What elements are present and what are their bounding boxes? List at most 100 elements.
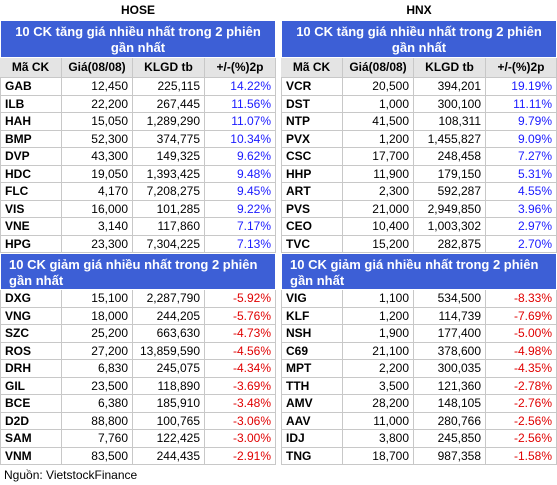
- table-cell: -4.98%: [486, 342, 557, 360]
- table-cell: 4,170: [62, 183, 133, 201]
- table-cell: 14.22%: [205, 78, 276, 96]
- table-cell: 1,003,302: [414, 218, 486, 236]
- table-cell: 1,100: [343, 290, 414, 308]
- table-cell: 10.34%: [205, 130, 276, 148]
- table-cell: -5.76%: [205, 307, 276, 325]
- table-cell: DST: [281, 95, 343, 113]
- table-cell: DRH: [0, 360, 62, 378]
- table-cell: 6,830: [62, 360, 133, 378]
- table-cell: -3.69%: [205, 377, 276, 395]
- table-cell: 101,285: [133, 200, 205, 218]
- table-cell: 300,035: [414, 360, 486, 378]
- table-cell: 378,600: [414, 342, 486, 360]
- table-cell: GAB: [0, 78, 62, 96]
- table-cell: -1.58%: [486, 447, 557, 465]
- table-cell: 179,150: [414, 165, 486, 183]
- column-header: Giá(08/08): [62, 58, 133, 78]
- table-cell: 15,200: [343, 235, 414, 253]
- table-cell: 18,000: [62, 307, 133, 325]
- table-cell: 118,890: [133, 377, 205, 395]
- table-cell: 52,300: [62, 130, 133, 148]
- table-cell: 108,311: [414, 113, 486, 131]
- table-cell: 2.70%: [486, 235, 557, 253]
- market-name: HOSE: [120, 3, 155, 17]
- table-cell: D2D: [0, 412, 62, 430]
- table-cell: -7.69%: [486, 307, 557, 325]
- table-cell: -2.76%: [486, 395, 557, 413]
- table-cell: 394,201: [414, 78, 486, 96]
- table-cell: -4.35%: [486, 360, 557, 378]
- table-cell: GIL: [0, 377, 62, 395]
- table-cell: VIS: [0, 200, 62, 218]
- table-cell: 21,100: [343, 342, 414, 360]
- table-cell: 7.17%: [205, 218, 276, 236]
- section-title: 10 CK tăng giá nhiều nhất trong 2 phiên …: [0, 20, 276, 58]
- table-cell: 22,200: [62, 95, 133, 113]
- table-cell: 19,050: [62, 165, 133, 183]
- table-cell: C69: [281, 342, 343, 360]
- table-cell: 1,393,425: [133, 165, 205, 183]
- table-cell: 6,380: [62, 395, 133, 413]
- section-title: 10 CK giảm giá nhiều nhất trong 2 phiên …: [0, 253, 276, 290]
- table-cell: 17,700: [343, 148, 414, 166]
- table-cell: ART: [281, 183, 343, 201]
- table-cell: 280,766: [414, 412, 486, 430]
- table-cell: SAM: [0, 430, 62, 448]
- table-cell: 2,200: [343, 360, 414, 378]
- table-cell: 100,765: [133, 412, 205, 430]
- table-cell: 1,200: [343, 307, 414, 325]
- table-cell: 245,075: [133, 360, 205, 378]
- table-cell: 23,300: [62, 235, 133, 253]
- table-cell: 1,000: [343, 95, 414, 113]
- table-cell: 1,289,290: [133, 113, 205, 131]
- table-cell: 148,105: [414, 395, 486, 413]
- table-cell: 282,875: [414, 235, 486, 253]
- section-title: 10 CK tăng giá nhiều nhất trong 2 phiên …: [281, 20, 557, 58]
- table-cell: 88,800: [62, 412, 133, 430]
- table-cell: 28,200: [343, 395, 414, 413]
- column-header: Mã CK: [281, 58, 343, 78]
- table-cell: HDC: [0, 165, 62, 183]
- table-cell: 7.27%: [486, 148, 557, 166]
- table-cell: 11.56%: [205, 95, 276, 113]
- table-cell: PVS: [281, 200, 343, 218]
- table-cell: 9.22%: [205, 200, 276, 218]
- table-cell: 245,850: [414, 430, 486, 448]
- table-cell: 1,900: [343, 325, 414, 343]
- column-header: Giá(08/08): [343, 58, 414, 78]
- table-cell: CEO: [281, 218, 343, 236]
- column-header: +/-(%)2p: [205, 58, 276, 78]
- table-cell: VNE: [0, 218, 62, 236]
- table-cell: 9.79%: [486, 113, 557, 131]
- table-cell: ROS: [0, 342, 62, 360]
- table-cell: CSC: [281, 148, 343, 166]
- table-cell: -3.00%: [205, 430, 276, 448]
- market-name: HNX: [406, 3, 432, 17]
- table-cell: -2.56%: [486, 412, 557, 430]
- table-cell: AMV: [281, 395, 343, 413]
- table-cell: 592,287: [414, 183, 486, 201]
- table-cell: 534,500: [414, 290, 486, 308]
- table-cell: 2.97%: [486, 218, 557, 236]
- table-cell: 2,300: [343, 183, 414, 201]
- table-cell: -5.92%: [205, 290, 276, 308]
- table-cell: TNG: [281, 447, 343, 465]
- table-cell: VCR: [281, 78, 343, 96]
- table-cell: 374,775: [133, 130, 205, 148]
- table-cell: 122,425: [133, 430, 205, 448]
- table-cell: -3.06%: [205, 412, 276, 430]
- table-cell: PVX: [281, 130, 343, 148]
- column-header: KLGD tb: [133, 58, 205, 78]
- table-cell: KLF: [281, 307, 343, 325]
- table-cell: NTP: [281, 113, 343, 131]
- table-cell: 41,500: [343, 113, 414, 131]
- table-cell: -2.56%: [486, 430, 557, 448]
- table-cell: 1,455,827: [414, 130, 486, 148]
- table-cell: FLC: [0, 183, 62, 201]
- table-cell: 20,500: [343, 78, 414, 96]
- table-cell: DXG: [0, 290, 62, 308]
- table-cell: 25,200: [62, 325, 133, 343]
- table-cell: -4.34%: [205, 360, 276, 378]
- table-cell: IDJ: [281, 430, 343, 448]
- table-cell: 185,910: [133, 395, 205, 413]
